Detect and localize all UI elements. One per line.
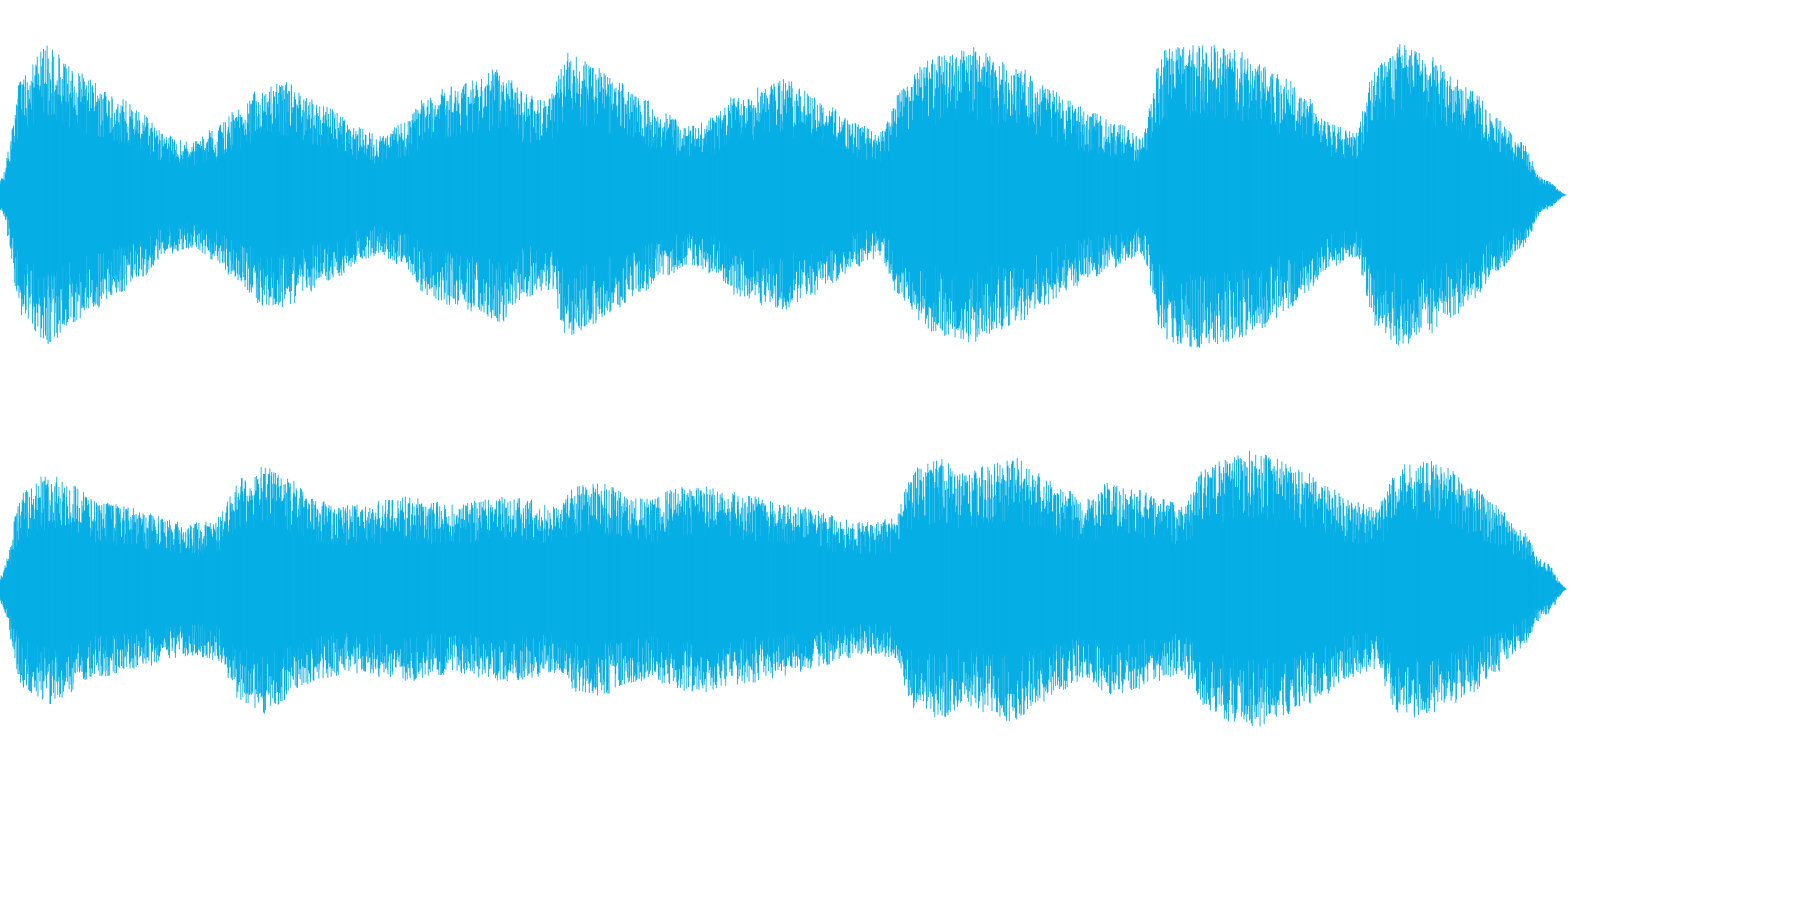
waveform-channel-1 bbox=[0, 44, 1568, 348]
waveform-peaks bbox=[0, 44, 1568, 348]
waveform-channel-2 bbox=[0, 450, 1568, 727]
waveform-peaks bbox=[0, 450, 1568, 727]
